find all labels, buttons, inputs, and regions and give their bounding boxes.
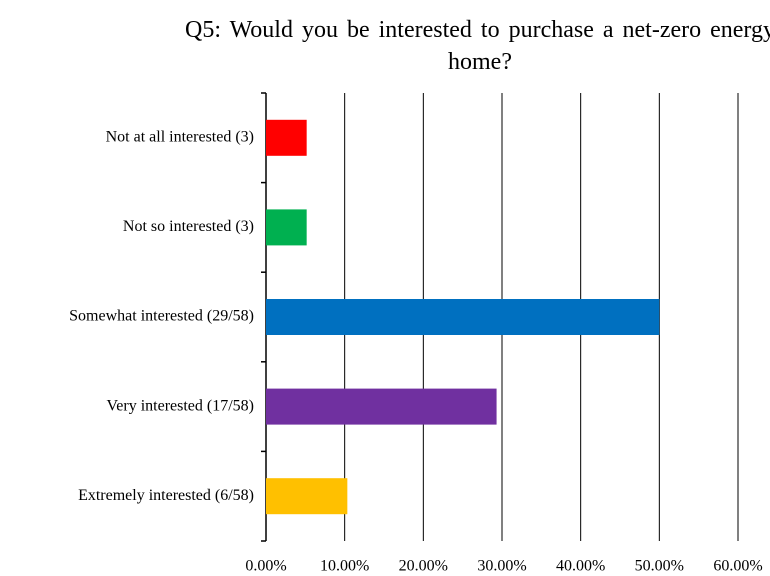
y-tick-label: Very interested (17/58) (106, 397, 254, 414)
bar (266, 209, 307, 246)
y-tick-label: Extremely interested (6/58) (78, 487, 254, 504)
y-tick-label: Not at all interested (3) (106, 128, 254, 145)
chart-title: Q5: Would you be interested to purchase … (185, 17, 770, 75)
x-tick-label: 60.00% (713, 558, 762, 575)
x-tick-label: 0.00% (245, 558, 286, 575)
x-tick-label: 20.00% (399, 558, 448, 575)
y-tick-label: Not so interested (3) (123, 218, 254, 235)
x-tick-label: 10.00% (320, 558, 369, 575)
x-tick-label: 50.00% (635, 558, 684, 575)
x-tick-label: 40.00% (556, 558, 605, 575)
bar (266, 388, 497, 425)
bar (266, 299, 660, 335)
x-tick-label: 30.00% (477, 558, 526, 575)
y-tick-label: Somewhat interested (29/58) (69, 308, 254, 325)
bar (266, 478, 348, 515)
bar (266, 119, 307, 156)
